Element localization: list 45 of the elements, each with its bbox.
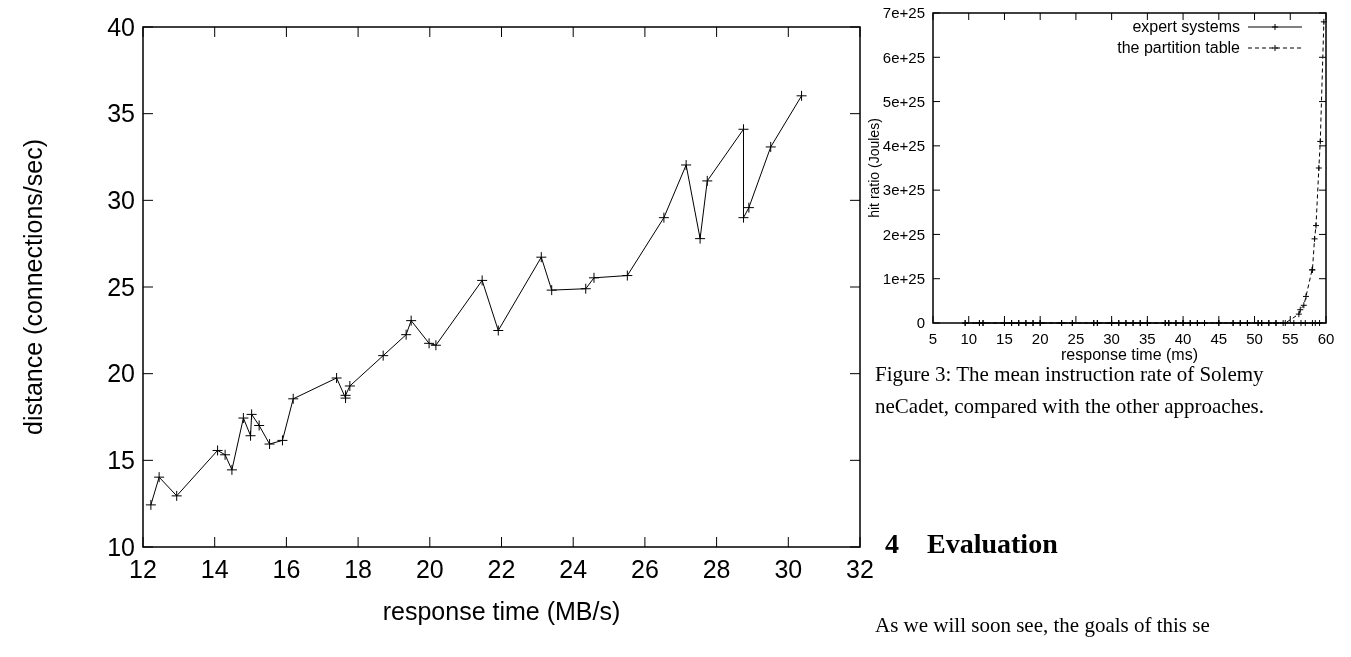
x-tick-label: 14 bbox=[200, 555, 229, 583]
text: 4 Evaluation bbox=[885, 528, 1059, 559]
x-tick-label: 40 bbox=[1174, 330, 1192, 347]
y-tick-label: 25 bbox=[107, 272, 135, 301]
x-tick-label: 16 bbox=[272, 555, 301, 583]
x-tick-label: 15 bbox=[996, 330, 1013, 347]
y-tick-label: 7e+25 bbox=[882, 4, 925, 22]
y-tick-label: 40 bbox=[107, 12, 135, 41]
x-tick-label: 50 bbox=[1246, 330, 1263, 347]
x-tick-label: 5 bbox=[928, 330, 938, 347]
x-tick-label: 10 bbox=[960, 330, 978, 347]
x-tick-label: 30 bbox=[774, 555, 803, 583]
legend-label: the partition table bbox=[1117, 39, 1241, 56]
x-tick-label: 45 bbox=[1210, 330, 1228, 347]
x-tick-label: 60 bbox=[1317, 330, 1335, 347]
y-tick-label: 6e+25 bbox=[882, 48, 925, 66]
x-tick-label: 32 bbox=[846, 555, 874, 583]
x-tick-label: 22 bbox=[487, 555, 516, 583]
text: As we will soon see, the goals of this se bbox=[875, 613, 1210, 637]
x-tick-label: 28 bbox=[702, 555, 731, 583]
x-axis-title: response time (ms) bbox=[1061, 346, 1198, 363]
x-tick-label: 25 bbox=[1067, 330, 1085, 347]
caption: Figure 3: The mean instruction rate of Solemy neCadet, compared with the other approaches. bbox=[875, 362, 1265, 418]
x-tick-label: 18 bbox=[344, 555, 373, 583]
y-tick-label: 35 bbox=[107, 99, 135, 128]
x-tick-label: 24 bbox=[559, 555, 588, 583]
x-tick-label: 30 bbox=[1103, 330, 1120, 347]
x-tick-label: 20 bbox=[415, 555, 444, 583]
y-axis-title: hit ratio (Joules) bbox=[866, 118, 882, 218]
y-axis-title: distance (connections/sec) bbox=[19, 139, 47, 435]
x-tick-label: 20 bbox=[1031, 330, 1049, 347]
y-tick-label: 15 bbox=[107, 446, 135, 475]
x-tick-label: 35 bbox=[1139, 330, 1156, 347]
y-tick-label: 5e+25 bbox=[882, 92, 925, 110]
x-axis-title: response time (MB/s) bbox=[382, 597, 621, 625]
y-tick-label: 30 bbox=[107, 186, 135, 215]
y-tick-label: 0 bbox=[916, 314, 925, 332]
x-tick-label: 26 bbox=[630, 555, 659, 583]
y-tick-label: 1e+25 bbox=[882, 269, 925, 287]
y-tick-label: 2e+25 bbox=[882, 225, 925, 243]
legend-label: expert systems bbox=[1132, 18, 1240, 35]
y-tick-label: 3e+25 bbox=[882, 181, 925, 199]
y-tick-label: 4e+25 bbox=[882, 137, 925, 155]
y-tick-label: 20 bbox=[107, 359, 135, 388]
x-tick-label: 55 bbox=[1281, 330, 1299, 347]
